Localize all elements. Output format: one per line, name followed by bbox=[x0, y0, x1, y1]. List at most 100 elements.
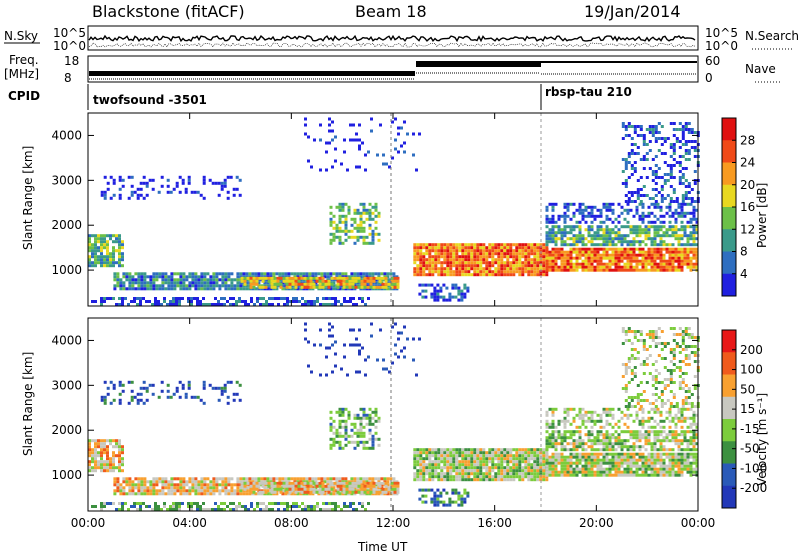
velocity-cell-660 bbox=[338, 477, 341, 480]
velocity-cell-388 bbox=[185, 489, 188, 492]
power-cell-253 bbox=[349, 297, 352, 300]
velocity-cell-1421 bbox=[491, 460, 494, 463]
velocity-cell-1362 bbox=[473, 472, 476, 475]
power-cell-2091 bbox=[603, 240, 606, 243]
velocity-cell-99 bbox=[121, 445, 124, 448]
power-cell-173 bbox=[214, 297, 217, 300]
power-cell-2201 bbox=[669, 225, 672, 228]
power-cell-294 bbox=[131, 281, 134, 284]
power-cell-840 bbox=[310, 280, 313, 283]
power-cell-2450 bbox=[628, 200, 631, 203]
power-cell-1054 bbox=[378, 215, 381, 218]
power-cell-2148 bbox=[636, 234, 639, 237]
power-cell-436 bbox=[212, 281, 215, 284]
power-cell-115 bbox=[112, 297, 115, 300]
noise-search-trace bbox=[89, 43, 695, 47]
power-cell-29 bbox=[97, 234, 100, 237]
velocity-cell-1456 bbox=[500, 475, 503, 478]
power-cell-1125 bbox=[203, 197, 206, 200]
power-cell-1540 bbox=[527, 243, 530, 246]
velocity-cell-1660 bbox=[561, 474, 564, 477]
velocity-cell-362 bbox=[170, 486, 173, 489]
power-cell-402 bbox=[194, 278, 197, 281]
velocity-cell-1779 bbox=[612, 459, 615, 462]
velocity-cell-1742 bbox=[597, 456, 600, 459]
power-cell-1559 bbox=[530, 270, 533, 273]
power-cell-153 bbox=[178, 297, 181, 300]
velocity-cell-113 bbox=[106, 502, 109, 505]
velocity-cell-1245 bbox=[440, 472, 443, 475]
power-cell-727 bbox=[374, 272, 377, 275]
power-cell-1152 bbox=[413, 258, 416, 261]
velocity-cell-1062 bbox=[104, 402, 107, 405]
power-cell-1645 bbox=[555, 266, 558, 269]
velocity-cell-1326 bbox=[464, 460, 467, 463]
velocity-cell-382 bbox=[182, 483, 185, 486]
power-cell-2615 bbox=[682, 173, 685, 176]
power-cell-1333 bbox=[467, 243, 470, 246]
velocity-cell-1757 bbox=[603, 456, 606, 459]
power-cell-1681 bbox=[570, 266, 573, 269]
power-cell-2236 bbox=[690, 231, 693, 234]
power-cell-1367 bbox=[476, 249, 479, 252]
power-cell-1935 bbox=[675, 257, 678, 260]
power-cell-2317 bbox=[600, 215, 603, 218]
velocity-cell-2039 bbox=[573, 439, 576, 442]
velocity-cell-1037 bbox=[369, 447, 372, 450]
velocity-cell-1860 bbox=[645, 462, 648, 465]
power-cell-978 bbox=[345, 227, 348, 230]
velocity-cell-323 bbox=[149, 480, 152, 483]
power-cell-2151 bbox=[639, 228, 642, 231]
power-cell-2435 bbox=[625, 167, 628, 170]
power-cell-2681 bbox=[427, 284, 430, 287]
power-cell-1055 bbox=[378, 233, 381, 236]
power-cell-2706 bbox=[451, 284, 454, 287]
power-cell-106 bbox=[91, 300, 94, 303]
velocity-cell-1828 bbox=[630, 471, 633, 474]
power-cell-2657 bbox=[694, 155, 697, 158]
velocity-cell-325 bbox=[149, 486, 152, 489]
velocity-cell-1677 bbox=[570, 459, 573, 462]
power-cell-378 bbox=[179, 284, 182, 287]
power-cell-205 bbox=[268, 297, 271, 300]
velocity-cell-1124 bbox=[203, 387, 206, 390]
velocity-cell-234 bbox=[316, 502, 319, 505]
velocity-cell-1823 bbox=[630, 456, 633, 459]
velocity-cell-1604 bbox=[542, 478, 545, 481]
power-cell-2299 bbox=[585, 209, 588, 212]
noise-panel: N.Sky 10^5 10^0 10^5 10^0 N.Search bbox=[4, 26, 799, 53]
power-cell-1978 bbox=[693, 257, 696, 260]
velocity-cell-1989 bbox=[546, 430, 549, 433]
power-cell-523 bbox=[263, 272, 266, 275]
power-cell-1796 bbox=[618, 260, 621, 263]
velocity-cell-173 bbox=[214, 502, 217, 505]
power-cell-1237 bbox=[437, 273, 440, 276]
power-cell-612 bbox=[311, 272, 314, 275]
power-cell-1002 bbox=[357, 230, 360, 233]
power-cell-1315 bbox=[461, 255, 464, 258]
power-cell-379 bbox=[179, 287, 182, 290]
velocity-cell-220 bbox=[292, 505, 295, 508]
velocity-cell-1963 bbox=[687, 459, 690, 462]
power-cell-794 bbox=[268, 280, 271, 283]
velocity-cell-119 bbox=[121, 502, 124, 505]
power-cell-1430 bbox=[494, 252, 497, 255]
power-cell-1641 bbox=[555, 254, 558, 257]
velocity-cell-1009 bbox=[360, 426, 363, 429]
power-cell-1046 bbox=[375, 203, 378, 206]
velocity-cell-1371 bbox=[476, 466, 479, 469]
power-cell-2469 bbox=[634, 170, 637, 173]
velocity-cell-2032 bbox=[570, 430, 573, 433]
power-cell-1509 bbox=[518, 243, 521, 246]
power-cell-834 bbox=[304, 286, 307, 289]
power-cell-390 bbox=[188, 272, 191, 275]
velocity-cell-1383 bbox=[479, 469, 482, 472]
velocity-cell-401 bbox=[194, 480, 197, 483]
power-cell-15 bbox=[91, 255, 94, 258]
power-cell-1223 bbox=[434, 258, 437, 261]
power-cell-1013 bbox=[360, 236, 363, 239]
power-cell-2651 bbox=[691, 197, 694, 200]
power-cell-1045 bbox=[372, 242, 375, 245]
power-cell-1083 bbox=[134, 191, 137, 194]
power-cell-1139 bbox=[227, 197, 230, 200]
